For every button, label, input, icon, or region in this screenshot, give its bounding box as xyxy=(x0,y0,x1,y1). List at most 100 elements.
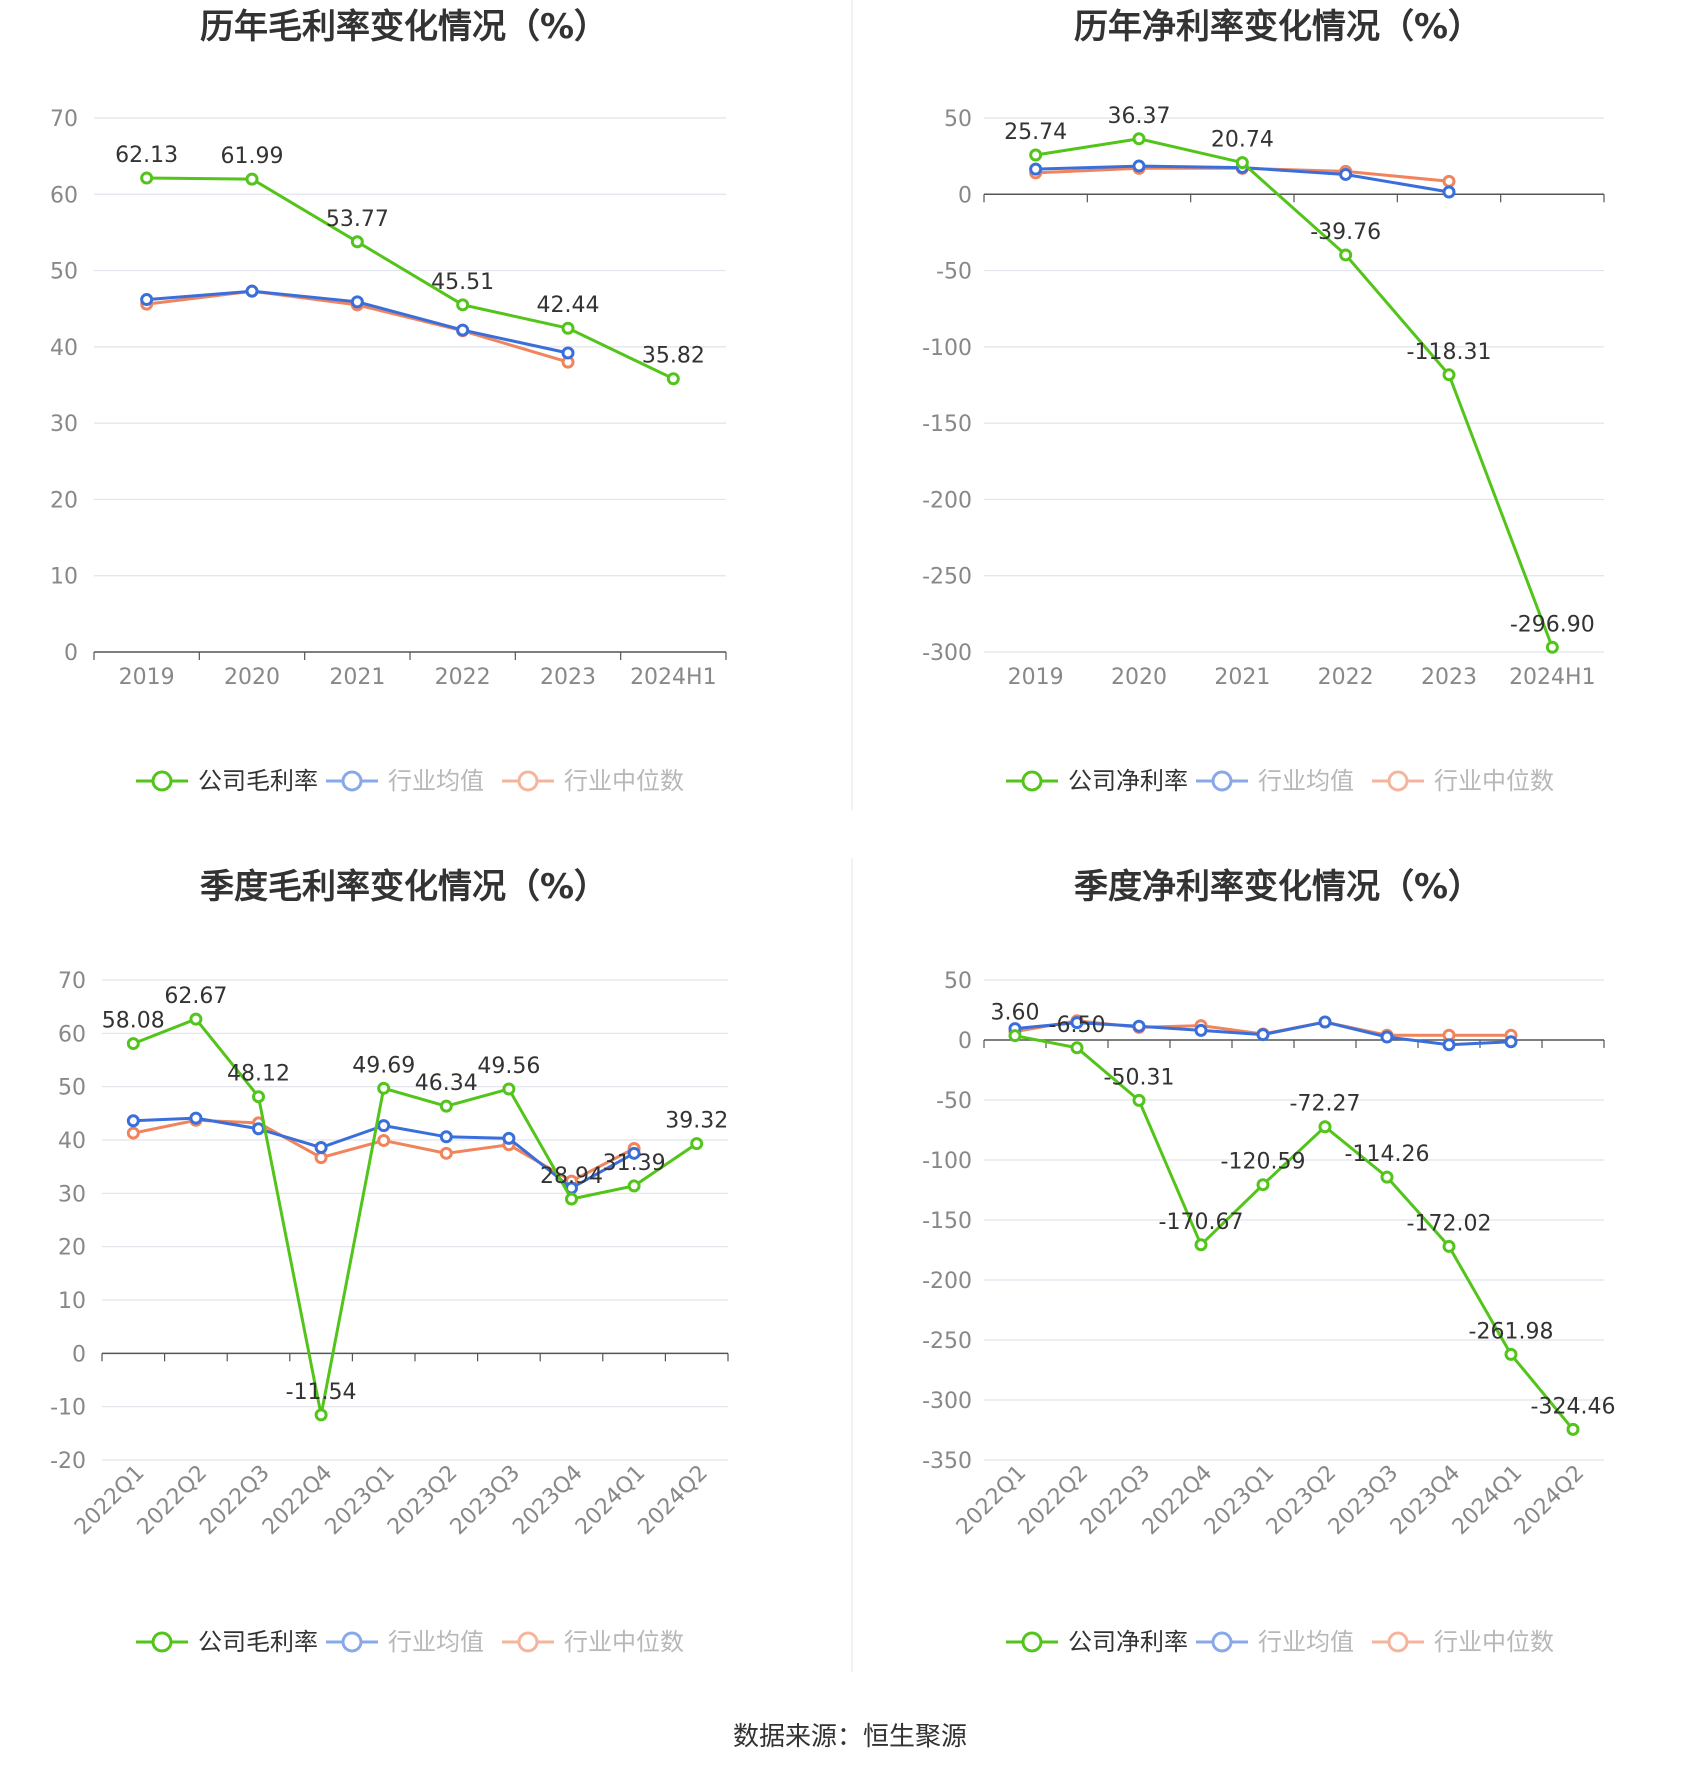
x-tick-label: 2022 xyxy=(1318,665,1374,690)
data-label: 20.74 xyxy=(1211,128,1274,153)
legend-marker-icon xyxy=(1211,770,1233,792)
data-point-company xyxy=(126,1037,140,1051)
chart-panel-4: 季度净利率变化情况（%） -350 -300 -250 -200 -150 -100 -50 0… xyxy=(922,867,1615,1656)
legend-marker-icon xyxy=(517,770,539,792)
data-point-industry_avg xyxy=(350,295,364,309)
y-tick-label: 20 xyxy=(50,488,78,513)
y-tick-label: 50 xyxy=(944,107,972,132)
legend-label: 公司净利率 xyxy=(1068,767,1188,795)
data-label: 31.39 xyxy=(603,1151,666,1176)
data-point-company xyxy=(189,1012,203,1026)
data-point-company xyxy=(1132,132,1146,146)
x-tick-label: 2021 xyxy=(329,665,385,690)
legend-label: 行业均值 xyxy=(388,767,484,795)
data-point-company xyxy=(1318,1120,1332,1134)
data-label: -120.59 xyxy=(1221,1150,1306,1175)
x-tick-label: 2023 xyxy=(540,665,596,690)
data-source-note: 数据来源：恒生聚源 xyxy=(732,1722,967,1752)
legend-label: 行业均值 xyxy=(388,1628,484,1656)
data-point-industry_avg xyxy=(1132,159,1146,173)
legend-item-company[interactable]: 公司毛利率 xyxy=(136,767,318,795)
chart-panel-1: 历年毛利率变化情况（%） 0 10 20 30 40 50 60 70 2019 2020 2021 2… xyxy=(50,7,727,795)
y-tick-label: -100 xyxy=(922,1149,972,1174)
data-point-company xyxy=(1442,1239,1456,1253)
y-tick-label: 70 xyxy=(58,969,86,994)
data-point-industry_median xyxy=(126,1126,140,1140)
y-tick-label: 50 xyxy=(58,1076,86,1101)
data-point-company xyxy=(561,321,575,335)
data-point-company xyxy=(1339,248,1353,262)
y-tick-label: -250 xyxy=(922,1329,972,1354)
data-label: 53.77 xyxy=(326,207,389,232)
legend-item-industry_median[interactable]: 行业中位数 xyxy=(1372,1628,1554,1656)
data-label: 62.67 xyxy=(164,984,227,1009)
data-point-company xyxy=(1566,1422,1580,1436)
data-point-company xyxy=(1008,1029,1022,1043)
legend-item-industry_median[interactable]: 行业中位数 xyxy=(502,1628,684,1656)
legend-marker-icon xyxy=(1211,1631,1233,1653)
y-tick-label: 50 xyxy=(50,260,78,285)
data-point-industry_avg xyxy=(1339,167,1353,181)
data-label: -72.27 xyxy=(1290,1092,1361,1117)
data-label: 61.99 xyxy=(221,144,284,169)
data-point-company xyxy=(140,171,154,185)
y-tick-label: 20 xyxy=(58,1236,86,1261)
data-point-industry_avg xyxy=(561,346,575,360)
legend-item-industry_avg[interactable]: 行业均值 xyxy=(326,767,484,795)
legend-label: 行业中位数 xyxy=(564,767,684,795)
data-point-company xyxy=(1235,156,1249,170)
x-tick-label: 2019 xyxy=(119,665,175,690)
x-tick-label: 2020 xyxy=(1111,665,1167,690)
y-tick-label: 70 xyxy=(50,107,78,132)
data-point-company xyxy=(627,1179,641,1193)
legend-item-industry_median[interactable]: 行业中位数 xyxy=(502,767,684,795)
x-tick-label: 2020 xyxy=(224,665,280,690)
x-tick-label: 2021 xyxy=(1214,665,1270,690)
legend-item-industry_median[interactable]: 行业中位数 xyxy=(1372,767,1554,795)
data-label: 48.12 xyxy=(227,1062,290,1087)
data-point-company xyxy=(314,1408,328,1422)
data-label: 45.51 xyxy=(431,270,494,295)
legend-label: 公司净利率 xyxy=(1068,1628,1188,1656)
data-label: 62.13 xyxy=(115,143,178,168)
x-tick-label: 2024H1 xyxy=(1509,665,1596,690)
data-point-industry_avg xyxy=(627,1146,641,1160)
legend-label: 公司毛利率 xyxy=(198,767,318,795)
y-tick-label: 30 xyxy=(58,1182,86,1207)
data-point-company xyxy=(1545,640,1559,654)
x-tick-label: 2023 xyxy=(1421,665,1477,690)
data-point-industry_median xyxy=(439,1146,453,1160)
legend-marker-icon xyxy=(151,1631,173,1653)
data-label: 36.37 xyxy=(1108,104,1171,129)
y-tick-label: -200 xyxy=(922,1269,972,1294)
legend-label: 行业均值 xyxy=(1258,1628,1354,1656)
chart-title: 季度净利率变化情况（%） xyxy=(1074,867,1482,907)
data-point-industry_avg xyxy=(1504,1035,1518,1049)
legend-item-company[interactable]: 公司净利率 xyxy=(1006,767,1188,795)
data-point-company xyxy=(1132,1093,1146,1107)
data-label: -261.98 xyxy=(1469,1319,1554,1344)
legend-item-industry_avg[interactable]: 行业均值 xyxy=(1196,1628,1354,1656)
data-point-industry_avg xyxy=(1380,1030,1394,1044)
legend-item-company[interactable]: 公司净利率 xyxy=(1006,1628,1188,1656)
x-tick-label: 2024Q2 xyxy=(634,1461,713,1540)
legend: 公司净利率 行业均值 行业中位数 xyxy=(1006,1628,1554,1656)
y-tick-label: 30 xyxy=(50,412,78,437)
legend-item-company[interactable]: 公司毛利率 xyxy=(136,1628,318,1656)
series-line-company xyxy=(1014,1034,1575,1431)
legend-item-industry_avg[interactable]: 行业均值 xyxy=(1196,767,1354,795)
legend: 公司毛利率 行业均值 行业中位数 xyxy=(136,767,684,795)
legend-item-industry_avg[interactable]: 行业均值 xyxy=(326,1628,484,1656)
y-tick-label: 10 xyxy=(58,1289,86,1314)
data-point-company xyxy=(690,1137,704,1151)
data-point-company xyxy=(1070,1041,1084,1055)
legend-marker-icon xyxy=(1387,1631,1409,1653)
data-point-industry_median xyxy=(1442,174,1456,188)
x-tick-label: 2024Q2 xyxy=(1510,1461,1589,1540)
data-label: -172.02 xyxy=(1407,1211,1492,1236)
y-tick-label: -50 xyxy=(936,1089,972,1114)
legend-marker-icon xyxy=(1021,1631,1043,1653)
data-point-company xyxy=(439,1099,453,1113)
y-tick-label: 60 xyxy=(58,1022,86,1047)
